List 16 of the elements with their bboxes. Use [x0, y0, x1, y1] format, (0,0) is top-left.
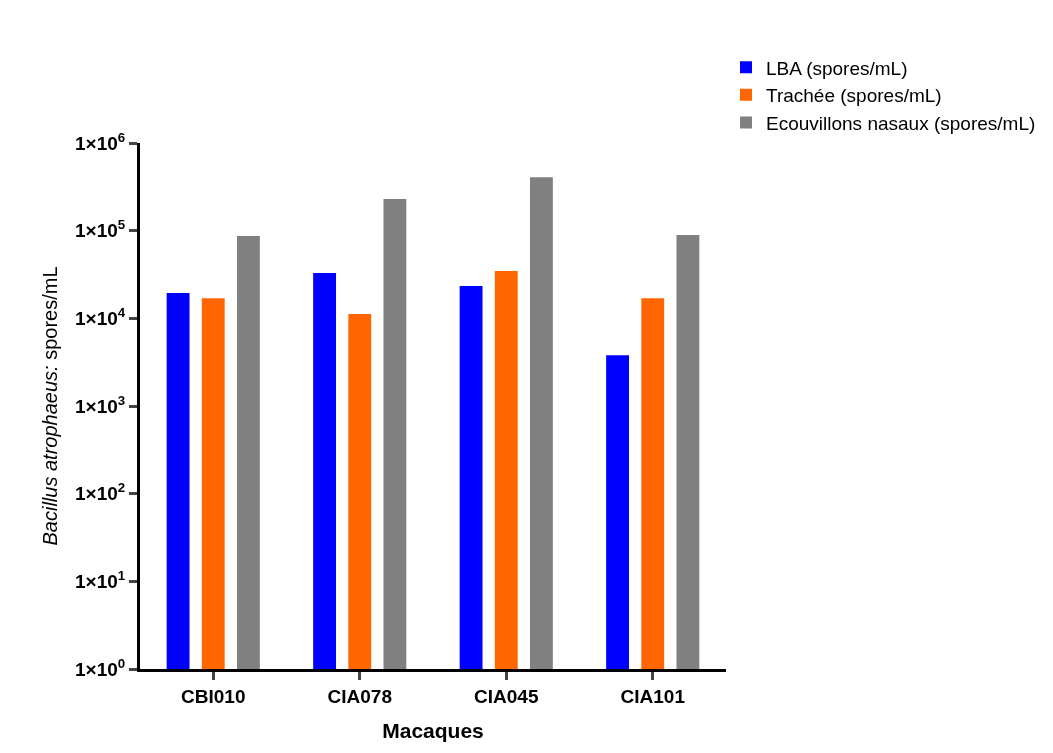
y-tick-label: 1×10$^{1}$ [75, 568, 126, 592]
legend-label: Trachée (spores/mL) [766, 85, 942, 107]
legend-label: LBA (spores/mL) [766, 57, 908, 79]
x-tick-label: CIA045 [474, 685, 539, 707]
y-axis-title: Bacillus atrophaeus: spores/mL [39, 266, 62, 546]
x-tick-label: CIA101 [620, 685, 686, 707]
legend-label: Ecouvillons nasaux (spores/mL) [766, 112, 1036, 134]
y-tick-label: 1×10$^{5}$ [75, 217, 126, 242]
x-tick-label: CBI010 [181, 685, 246, 707]
y-tick-label: 1×10$^{3}$ [75, 392, 126, 417]
y-tick-label: 1×10$^{0}$ [75, 655, 126, 680]
y-tick-label: 1×10$^{4}$ [75, 305, 126, 329]
y-tick-label: 1×10$^{6}$ [75, 129, 126, 154]
x-axis-title: Macaques [382, 719, 484, 742]
x-tick-label: CIA078 [327, 685, 392, 707]
y-tick-label: 1×10$^{2}$ [75, 480, 126, 505]
